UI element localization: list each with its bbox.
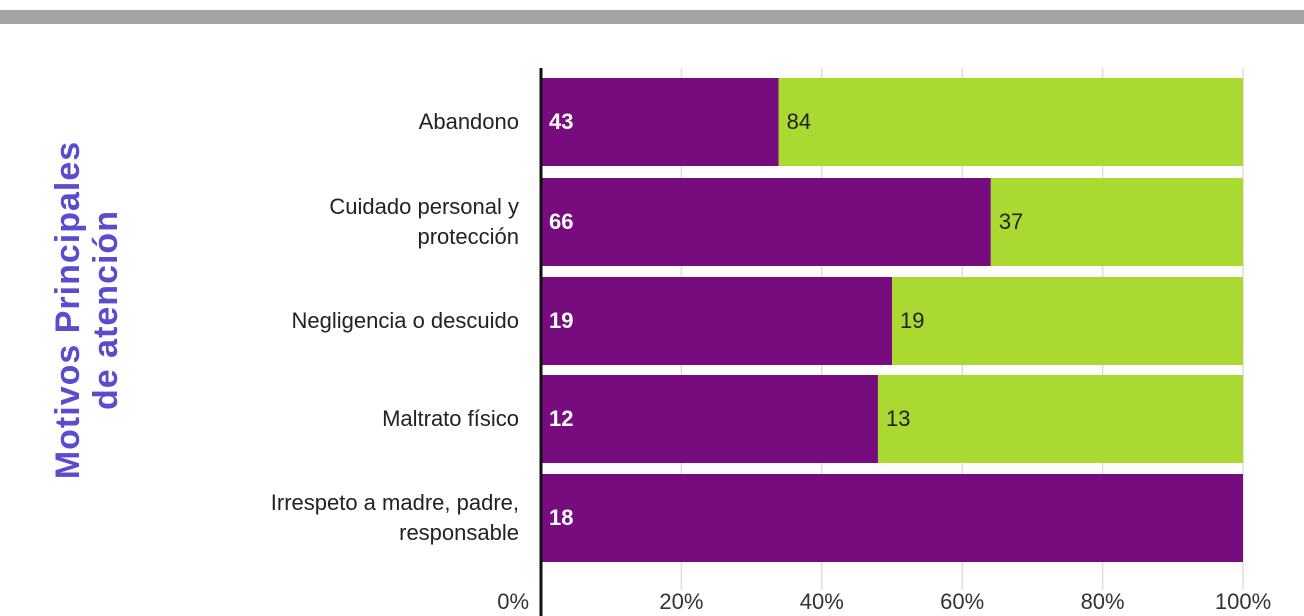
category-label: Maltrato físico — [382, 406, 519, 431]
category-label: Negligencia o descuido — [291, 308, 520, 333]
bar-segment — [541, 78, 779, 166]
value-label: 84 — [787, 109, 811, 134]
bar-segment — [990, 178, 1243, 266]
top-band — [0, 10, 1304, 24]
bar-segment — [541, 277, 892, 365]
value-label: 18 — [549, 505, 573, 530]
y-axis-title-line: de atención — [87, 210, 125, 410]
x-tick-label: 100% — [1215, 589, 1271, 614]
bar-segment — [892, 277, 1243, 365]
value-label: 66 — [549, 209, 573, 234]
category-label: Abandono — [418, 109, 519, 134]
bar-segment — [877, 375, 1243, 463]
value-label: 19 — [549, 308, 573, 333]
x-tick-label: 0% — [497, 589, 529, 614]
value-label: 43 — [549, 109, 573, 134]
y-axis-title: Motivos Principalesde atención — [49, 141, 125, 479]
y-axis-title-line: Motivos Principales — [49, 141, 87, 479]
category-label: Cuidado personal y protección — [329, 194, 519, 249]
value-label: 12 — [549, 406, 573, 431]
value-label: 13 — [886, 406, 910, 431]
bar-segment — [778, 78, 1243, 166]
value-label: 37 — [999, 209, 1023, 234]
x-tick-label: 60% — [940, 589, 984, 614]
x-tick-label: 20% — [659, 589, 703, 614]
bar-segment — [541, 178, 991, 266]
value-label: 19 — [900, 308, 924, 333]
x-tick-label: 40% — [800, 589, 844, 614]
bar-segment — [541, 474, 1243, 562]
x-tick-label: 80% — [1081, 589, 1125, 614]
category-label: Irrespeto a madre, padre, responsable — [270, 490, 519, 545]
bar-segment — [541, 375, 878, 463]
